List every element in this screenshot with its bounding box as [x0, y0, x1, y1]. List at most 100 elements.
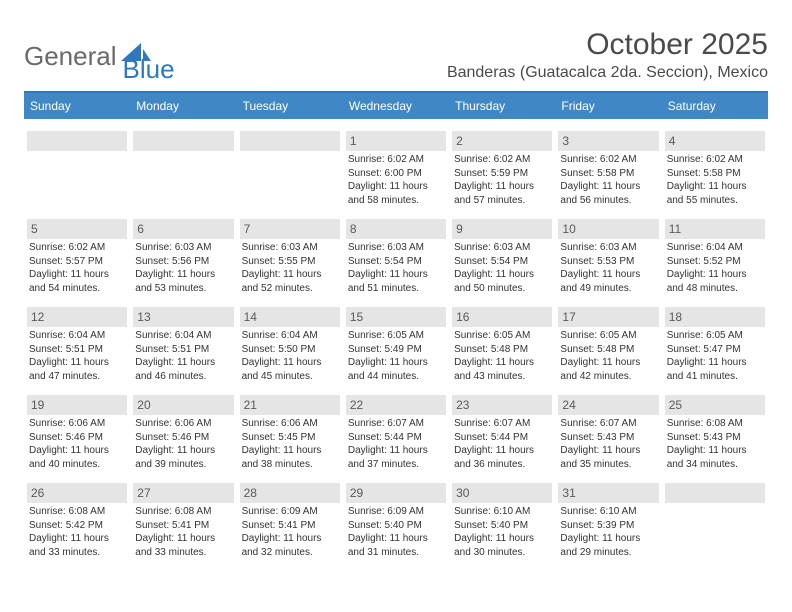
page: General Blue October 2025 Banderas (Guat…	[0, 0, 792, 583]
weekday-header: Friday	[555, 93, 661, 119]
day-cell: 26Sunrise: 6:08 AMSunset: 5:42 PMDayligh…	[24, 483, 130, 559]
day-number-bar: 20	[133, 395, 233, 415]
day-cell: 24Sunrise: 6:07 AMSunset: 5:43 PMDayligh…	[555, 395, 661, 471]
day-cell: 10Sunrise: 6:03 AMSunset: 5:53 PMDayligh…	[555, 219, 661, 295]
day-cell: 2Sunrise: 6:02 AMSunset: 5:59 PMDaylight…	[449, 131, 555, 207]
day-cell: 13Sunrise: 6:04 AMSunset: 5:51 PMDayligh…	[130, 307, 236, 383]
day-cell: 29Sunrise: 6:09 AMSunset: 5:40 PMDayligh…	[343, 483, 449, 559]
weekday-header: Monday	[130, 93, 236, 119]
day-cell: 17Sunrise: 6:05 AMSunset: 5:48 PMDayligh…	[555, 307, 661, 383]
day-cell: 31Sunrise: 6:10 AMSunset: 5:39 PMDayligh…	[555, 483, 661, 559]
day-number-bar: 8	[346, 219, 446, 239]
weekday-header-row: SundayMondayTuesdayWednesdayThursdayFrid…	[24, 93, 768, 119]
logo: General Blue	[24, 28, 175, 85]
day-details: Sunrise: 6:04 AMSunset: 5:52 PMDaylight:…	[665, 239, 765, 295]
day-details: Sunrise: 6:02 AMSunset: 5:57 PMDaylight:…	[27, 239, 127, 295]
day-cell: 28Sunrise: 6:09 AMSunset: 5:41 PMDayligh…	[237, 483, 343, 559]
day-number-bar: 31	[558, 483, 658, 503]
day-cell	[24, 131, 130, 207]
day-details: Sunrise: 6:02 AMSunset: 6:00 PMDaylight:…	[346, 151, 446, 207]
day-details: Sunrise: 6:08 AMSunset: 5:42 PMDaylight:…	[27, 503, 127, 559]
day-number-bar: 12	[27, 307, 127, 327]
day-details: Sunrise: 6:04 AMSunset: 5:50 PMDaylight:…	[240, 327, 340, 383]
day-details: Sunrise: 6:06 AMSunset: 5:46 PMDaylight:…	[133, 415, 233, 471]
day-details: Sunrise: 6:03 AMSunset: 5:56 PMDaylight:…	[133, 239, 233, 295]
day-cell: 22Sunrise: 6:07 AMSunset: 5:44 PMDayligh…	[343, 395, 449, 471]
day-number-bar-empty	[133, 131, 233, 151]
day-number-bar: 29	[346, 483, 446, 503]
day-number-bar: 30	[452, 483, 552, 503]
day-number-bar: 11	[665, 219, 765, 239]
day-number-bar: 19	[27, 395, 127, 415]
logo-text-blue: Blue	[123, 54, 175, 84]
day-details: Sunrise: 6:03 AMSunset: 5:54 PMDaylight:…	[346, 239, 446, 295]
week-row: 1Sunrise: 6:02 AMSunset: 6:00 PMDaylight…	[24, 131, 768, 207]
day-number-bar: 25	[665, 395, 765, 415]
day-cell: 18Sunrise: 6:05 AMSunset: 5:47 PMDayligh…	[662, 307, 768, 383]
weekday-header: Tuesday	[237, 93, 343, 119]
day-number-bar: 18	[665, 307, 765, 327]
day-cell: 5Sunrise: 6:02 AMSunset: 5:57 PMDaylight…	[24, 219, 130, 295]
day-cell: 15Sunrise: 6:05 AMSunset: 5:49 PMDayligh…	[343, 307, 449, 383]
weekday-header: Thursday	[449, 93, 555, 119]
day-cell: 1Sunrise: 6:02 AMSunset: 6:00 PMDaylight…	[343, 131, 449, 207]
header: General Blue October 2025 Banderas (Guat…	[24, 28, 768, 85]
day-cell: 20Sunrise: 6:06 AMSunset: 5:46 PMDayligh…	[130, 395, 236, 471]
day-details: Sunrise: 6:05 AMSunset: 5:47 PMDaylight:…	[665, 327, 765, 383]
day-number-bar: 14	[240, 307, 340, 327]
weekday-header: Saturday	[662, 93, 768, 119]
day-details: Sunrise: 6:05 AMSunset: 5:48 PMDaylight:…	[558, 327, 658, 383]
day-details: Sunrise: 6:07 AMSunset: 5:44 PMDaylight:…	[452, 415, 552, 471]
day-number-bar: 1	[346, 131, 446, 151]
day-cell: 21Sunrise: 6:06 AMSunset: 5:45 PMDayligh…	[237, 395, 343, 471]
day-cell: 30Sunrise: 6:10 AMSunset: 5:40 PMDayligh…	[449, 483, 555, 559]
week-row: 5Sunrise: 6:02 AMSunset: 5:57 PMDaylight…	[24, 219, 768, 295]
day-details: Sunrise: 6:02 AMSunset: 5:59 PMDaylight:…	[452, 151, 552, 207]
day-number-bar: 7	[240, 219, 340, 239]
location-subtitle: Banderas (Guatacalca 2da. Seccion), Mexi…	[447, 64, 768, 82]
day-cell: 7Sunrise: 6:03 AMSunset: 5:55 PMDaylight…	[237, 219, 343, 295]
day-details: Sunrise: 6:05 AMSunset: 5:48 PMDaylight:…	[452, 327, 552, 383]
day-number-bar-empty	[240, 131, 340, 151]
day-number-bar-empty	[27, 131, 127, 151]
day-details: Sunrise: 6:05 AMSunset: 5:49 PMDaylight:…	[346, 327, 446, 383]
calendar: SundayMondayTuesdayWednesdayThursdayFrid…	[24, 93, 768, 559]
day-number-bar: 21	[240, 395, 340, 415]
day-cell: 6Sunrise: 6:03 AMSunset: 5:56 PMDaylight…	[130, 219, 236, 295]
day-number-bar: 10	[558, 219, 658, 239]
day-details: Sunrise: 6:10 AMSunset: 5:39 PMDaylight:…	[558, 503, 658, 559]
weeks-container: 1Sunrise: 6:02 AMSunset: 6:00 PMDaylight…	[24, 131, 768, 559]
day-number-bar: 15	[346, 307, 446, 327]
day-details: Sunrise: 6:07 AMSunset: 5:44 PMDaylight:…	[346, 415, 446, 471]
day-details: Sunrise: 6:04 AMSunset: 5:51 PMDaylight:…	[27, 327, 127, 383]
day-details: Sunrise: 6:09 AMSunset: 5:40 PMDaylight:…	[346, 503, 446, 559]
day-details: Sunrise: 6:03 AMSunset: 5:55 PMDaylight:…	[240, 239, 340, 295]
day-cell	[130, 131, 236, 207]
day-cell: 8Sunrise: 6:03 AMSunset: 5:54 PMDaylight…	[343, 219, 449, 295]
weekday-header: Wednesday	[343, 93, 449, 119]
logo-text-general: General	[24, 41, 117, 72]
week-row: 19Sunrise: 6:06 AMSunset: 5:46 PMDayligh…	[24, 395, 768, 471]
day-number-bar: 24	[558, 395, 658, 415]
weekday-header: Sunday	[24, 93, 130, 119]
day-cell	[662, 483, 768, 559]
day-cell: 16Sunrise: 6:05 AMSunset: 5:48 PMDayligh…	[449, 307, 555, 383]
day-details: Sunrise: 6:06 AMSunset: 5:46 PMDaylight:…	[27, 415, 127, 471]
day-number-bar: 6	[133, 219, 233, 239]
day-number-bar-empty	[665, 483, 765, 503]
day-number-bar: 17	[558, 307, 658, 327]
day-cell: 23Sunrise: 6:07 AMSunset: 5:44 PMDayligh…	[449, 395, 555, 471]
week-row: 26Sunrise: 6:08 AMSunset: 5:42 PMDayligh…	[24, 483, 768, 559]
day-details: Sunrise: 6:02 AMSunset: 5:58 PMDaylight:…	[558, 151, 658, 207]
day-details: Sunrise: 6:02 AMSunset: 5:58 PMDaylight:…	[665, 151, 765, 207]
day-cell: 27Sunrise: 6:08 AMSunset: 5:41 PMDayligh…	[130, 483, 236, 559]
day-cell: 3Sunrise: 6:02 AMSunset: 5:58 PMDaylight…	[555, 131, 661, 207]
week-row: 12Sunrise: 6:04 AMSunset: 5:51 PMDayligh…	[24, 307, 768, 383]
day-cell: 4Sunrise: 6:02 AMSunset: 5:58 PMDaylight…	[662, 131, 768, 207]
day-number-bar: 22	[346, 395, 446, 415]
day-cell: 25Sunrise: 6:08 AMSunset: 5:43 PMDayligh…	[662, 395, 768, 471]
day-details: Sunrise: 6:03 AMSunset: 5:53 PMDaylight:…	[558, 239, 658, 295]
day-details: Sunrise: 6:08 AMSunset: 5:41 PMDaylight:…	[133, 503, 233, 559]
day-details: Sunrise: 6:08 AMSunset: 5:43 PMDaylight:…	[665, 415, 765, 471]
day-number-bar: 23	[452, 395, 552, 415]
